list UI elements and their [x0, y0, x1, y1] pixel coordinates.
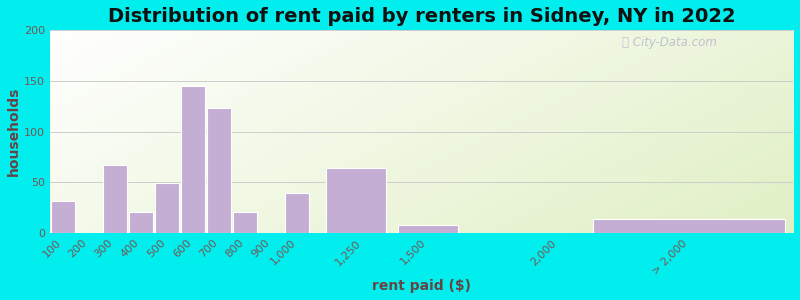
Bar [181, 86, 205, 233]
Bar [286, 194, 310, 233]
Bar [129, 212, 153, 233]
Bar [50, 200, 74, 233]
Bar [326, 168, 386, 233]
X-axis label: rent paid ($): rent paid ($) [372, 279, 471, 293]
Bar [155, 183, 179, 233]
Bar [234, 212, 258, 233]
Bar [593, 219, 785, 233]
Title: Distribution of rent paid by renters in Sidney, NY in 2022: Distribution of rent paid by renters in … [107, 7, 735, 26]
Bar [103, 165, 127, 233]
Bar [398, 225, 458, 233]
Bar [207, 108, 231, 233]
Text: ⓘ City-Data.com: ⓘ City-Data.com [622, 37, 717, 50]
Y-axis label: households: households [7, 87, 21, 176]
